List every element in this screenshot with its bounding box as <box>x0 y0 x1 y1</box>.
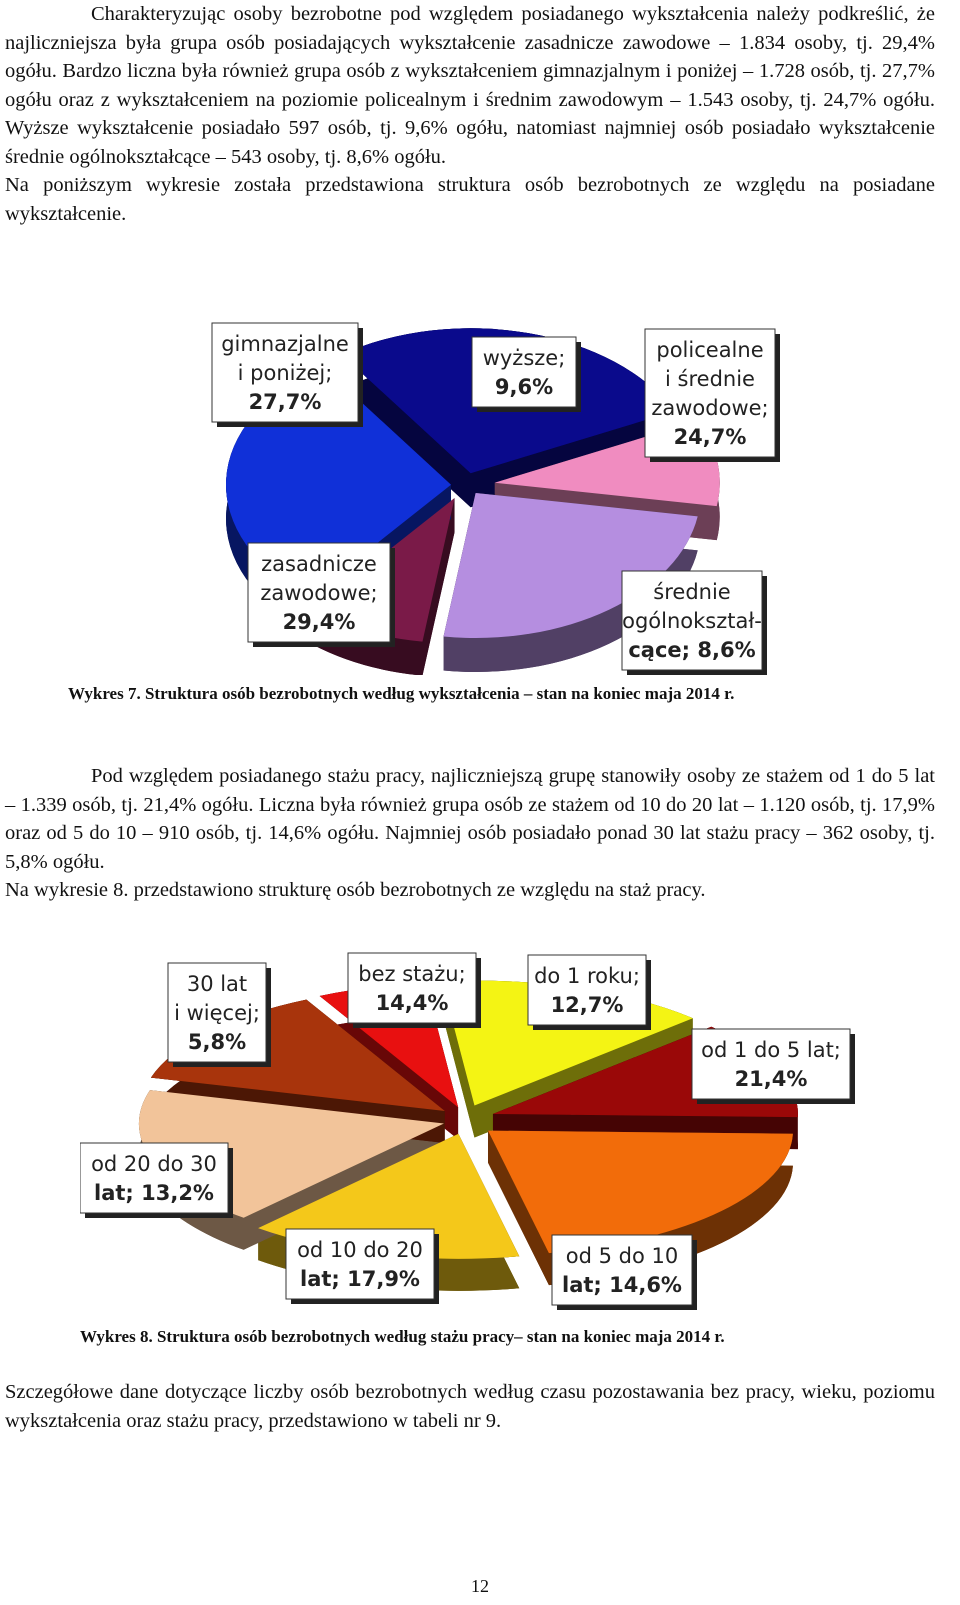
paragraph-table-reference: Szczegółowe dane dotyczące liczby osób b… <box>5 1378 935 1435</box>
staz-label-text-4-0: od 5 do 10 <box>566 1244 678 1268</box>
pie-chart-seniority: 30 lat i więcej; 5,8% bez stażu; 14,4% do 1 r… <box>80 952 855 1310</box>
paragraph-education-stats: Charakteryzując osoby bezrobotne pod wzg… <box>5 3 935 168</box>
edu-label-4: zasadnicze zawodowe; 29,4% <box>247 542 395 647</box>
page-number: 12 <box>471 1576 489 1596</box>
edu-label-text-3-1: ogólnokształ- <box>622 609 762 633</box>
edu-label-text-4-0: zasadnicze <box>261 552 377 576</box>
staz-label-text-5-0: od 10 do 20 <box>297 1238 423 1262</box>
edu-label-box-2 <box>644 328 776 458</box>
chart-caption-8: Wykres 8. Struktura osób bezrobotnych we… <box>80 1327 725 1346</box>
paragraph-seniority-intro: Pod względem posiadanego stażu pracy, na… <box>5 762 935 905</box>
chart-caption-7: Wykres 7. Struktura osób bezrobotnych we… <box>68 684 735 703</box>
staz-label-5: od 10 do 20 lat; 17,9% <box>285 1228 439 1304</box>
staz-label-text-4-1: lat; 14,6% <box>562 1273 682 1297</box>
staz-label-box-5 <box>285 1228 435 1300</box>
staz-label-2: do 1 roku; 12,7% <box>527 954 651 1030</box>
paragraph-table-reference-text: Szczegółowe dane dotyczące liczby osób b… <box>5 1381 935 1432</box>
edu-label-box-4 <box>247 542 391 643</box>
staz-label-text-2-0: do 1 roku; <box>534 964 640 988</box>
edu-label-text-3-2: cące; 8,6% <box>628 638 755 662</box>
staz-label-box-6 <box>80 1142 229 1214</box>
edu-label-2: policealne i średnie zawodowe; 24,7% <box>644 328 780 462</box>
edu-label-text-2-1: i średnie <box>665 367 755 391</box>
edu-label-box-0 <box>211 322 359 423</box>
edu-label-text-2-3: 24,7% <box>674 425 747 449</box>
edu-label-text-2-2: zawodowe; <box>651 396 768 420</box>
staz-label-text-6-0: od 20 do 30 <box>91 1152 217 1176</box>
edu-label-text-4-2: 29,4% <box>283 610 356 634</box>
staz-label-1: bez stażu; 14,4% <box>347 952 481 1028</box>
paragraph-seniority-stats: Pod względem posiadanego stażu pracy, na… <box>5 765 935 873</box>
pie-chart-education: gimnazjalne i poniżej; 27,7% wyższe; 9,6% pol… <box>211 322 780 675</box>
edu-label-text-4-1: zawodowe; <box>260 581 377 605</box>
staz-label-text-0-1: i więcej; <box>174 1001 260 1025</box>
paragraph-education-intro: Charakteryzując osoby bezrobotne pod wzg… <box>5 0 935 228</box>
paragraph-education-chart-ref: Na poniższym wykresie została przedstawi… <box>5 174 935 225</box>
staz-label-box-1 <box>347 952 477 1024</box>
edu-label-text-3-0: średnie <box>653 580 730 604</box>
edu-label-1: wyższe; 9,6% <box>471 336 581 412</box>
staz-label-text-1-0: bez stażu; <box>358 962 465 986</box>
staz-label-text-1-1: 14,4% <box>376 991 449 1015</box>
edu-label-text-0-0: gimnazjalne <box>221 332 349 356</box>
staz-label-text-0-2: 5,8% <box>188 1030 246 1054</box>
edu-slice-2 <box>443 492 698 638</box>
edu-label-box-1 <box>471 336 577 408</box>
edu-label-0: gimnazjalne i poniżej; 27,7% <box>211 322 363 427</box>
staz-label-3: od 1 do 5 lat; 21,4% <box>691 1028 855 1104</box>
staz-label-box-4 <box>551 1234 693 1306</box>
staz-label-text-3-0: od 1 do 5 lat; <box>701 1038 841 1062</box>
edu-label-text-0-2: 27,7% <box>249 390 322 414</box>
staz-label-text-3-1: 21,4% <box>735 1067 808 1091</box>
staz-slice-3 <box>487 1130 793 1254</box>
staz-label-box-2 <box>527 954 647 1026</box>
edu-label-box-3 <box>621 570 763 671</box>
staz-label-6: od 20 do 30 lat; 13,2% <box>80 1142 233 1218</box>
staz-label-text-6-1: lat; 13,2% <box>94 1181 214 1205</box>
staz-label-box-0 <box>167 962 267 1063</box>
staz-label-text-0-0: 30 lat <box>187 972 247 996</box>
staz-slice-4 <box>258 1133 520 1259</box>
edu-label-text-1-0: wyższe; <box>483 346 566 370</box>
edu-label-text-2-0: policealne <box>656 338 763 362</box>
staz-label-0: 30 lat i więcej; 5,8% <box>167 962 271 1067</box>
edu-label-3: średnie ogólnokształ-cące; 8,6% <box>621 570 767 675</box>
staz-label-box-3 <box>691 1028 851 1100</box>
edu-label-text-1-1: 9,6% <box>495 375 553 399</box>
edu-label-text-0-1: i poniżej; <box>238 361 333 385</box>
staz-label-text-5-1: lat; 17,9% <box>300 1267 420 1291</box>
staz-label-text-2-1: 12,7% <box>551 993 624 1017</box>
staz-label-4: od 5 do 10 lat; 14,6% <box>551 1234 697 1310</box>
paragraph-seniority-chart-ref: Na wykresie 8. przedstawiono strukturę o… <box>5 879 706 901</box>
